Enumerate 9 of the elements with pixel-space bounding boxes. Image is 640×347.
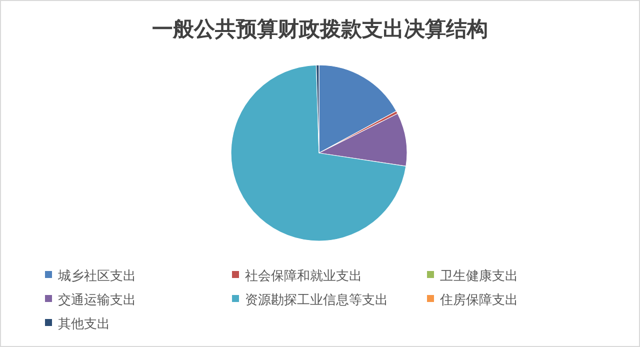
pie-slice <box>230 64 406 242</box>
legend-label: 城乡社区支出 <box>57 269 136 284</box>
legend-label: 社会保障和就业支出 <box>245 269 362 284</box>
legend-label: 卫生健康支出 <box>440 269 518 284</box>
chart-title: 一般公共预算财政拨款支出决算结构 <box>152 17 488 41</box>
legend-label: 资源勘探工业信息等支出 <box>245 293 388 308</box>
legend-label: 其他支出 <box>58 317 110 332</box>
legend-label: 交通运输支出 <box>58 292 136 308</box>
legend-label: 住房保障支出 <box>439 292 518 308</box>
